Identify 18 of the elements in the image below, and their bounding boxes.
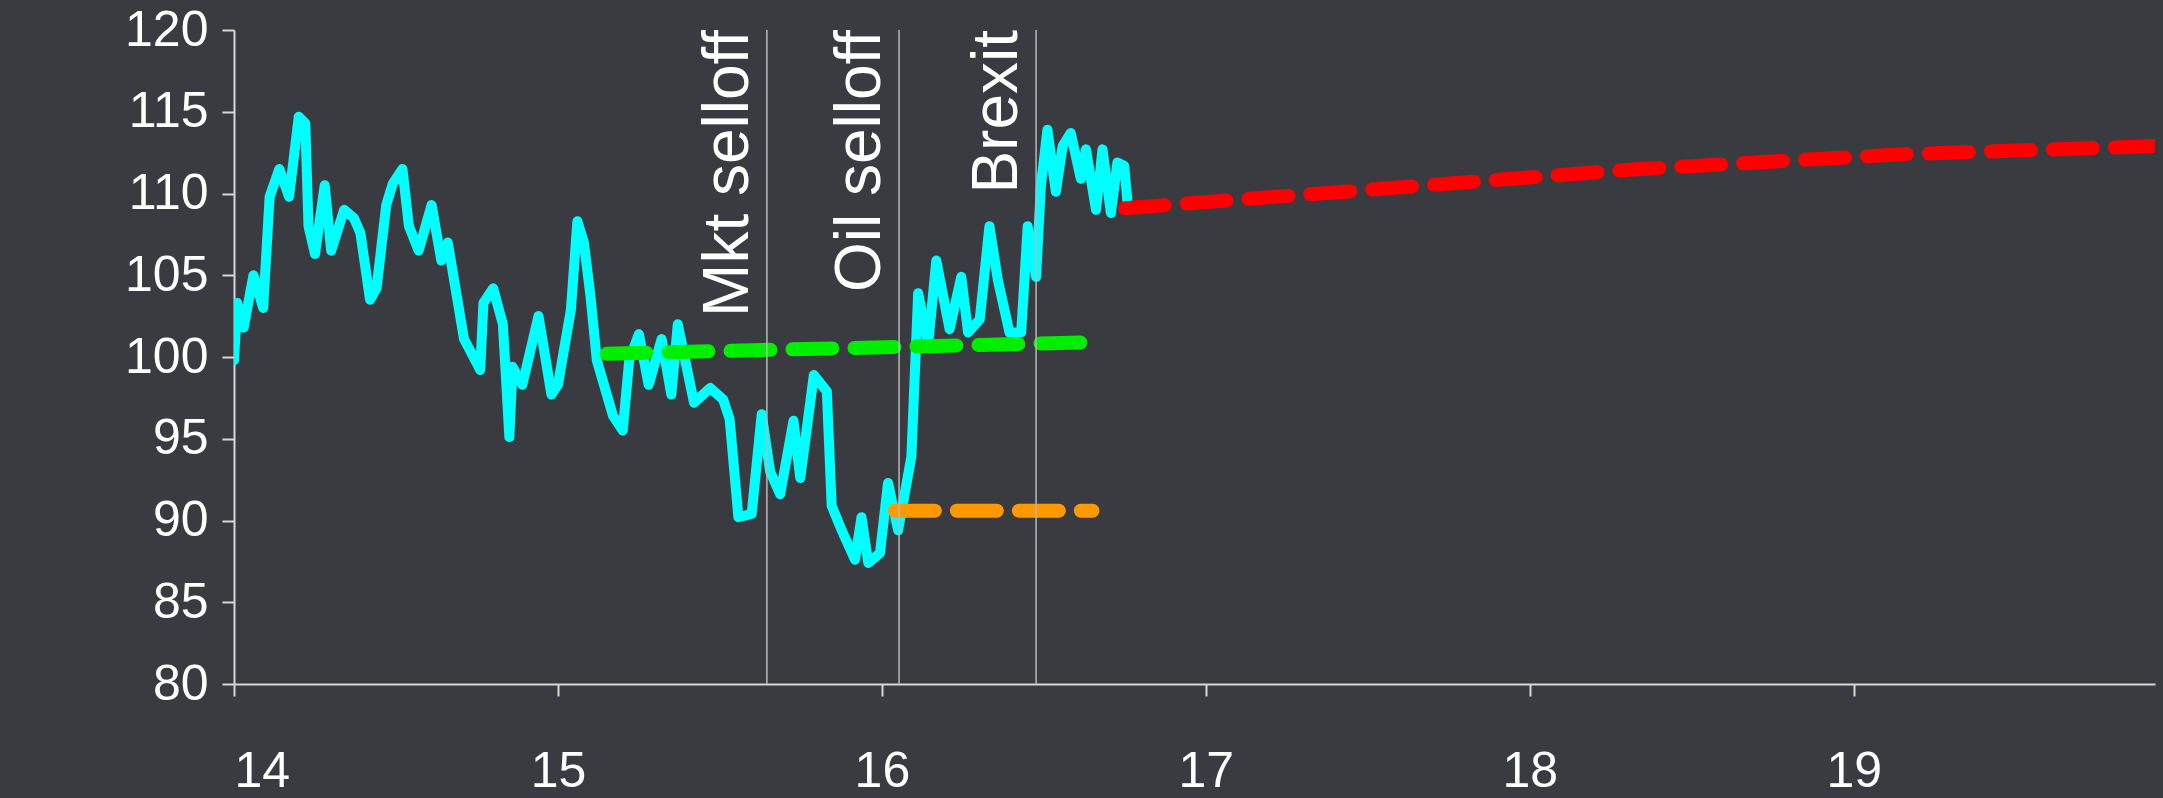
y-tick-label: 85 (152, 572, 209, 629)
y-tick-label: 105 (125, 245, 209, 302)
ref-line-label: Mkt selloff (689, 29, 762, 317)
y-tick-label: 95 (152, 409, 209, 466)
ref-line-label: Oil selloff (822, 29, 895, 293)
ref-line-label: Brexit (959, 29, 1032, 194)
x-tick-label: 14 (234, 741, 291, 798)
y-tick-label: 120 (125, 0, 209, 57)
y-tick-label: 80 (152, 654, 209, 711)
x-tick-label: 17 (1178, 741, 1235, 798)
y-tick-label: 100 (125, 327, 209, 384)
x-tick-label: 19 (1826, 741, 1883, 798)
x-tick-label: 18 (1502, 741, 1559, 798)
x-tick-label: 16 (854, 741, 911, 798)
y-tick-label: 90 (152, 491, 209, 547)
y-tick-label: 110 (128, 164, 209, 220)
x-tick-label: 15 (530, 741, 587, 798)
y-tick-label: 115 (128, 82, 209, 139)
